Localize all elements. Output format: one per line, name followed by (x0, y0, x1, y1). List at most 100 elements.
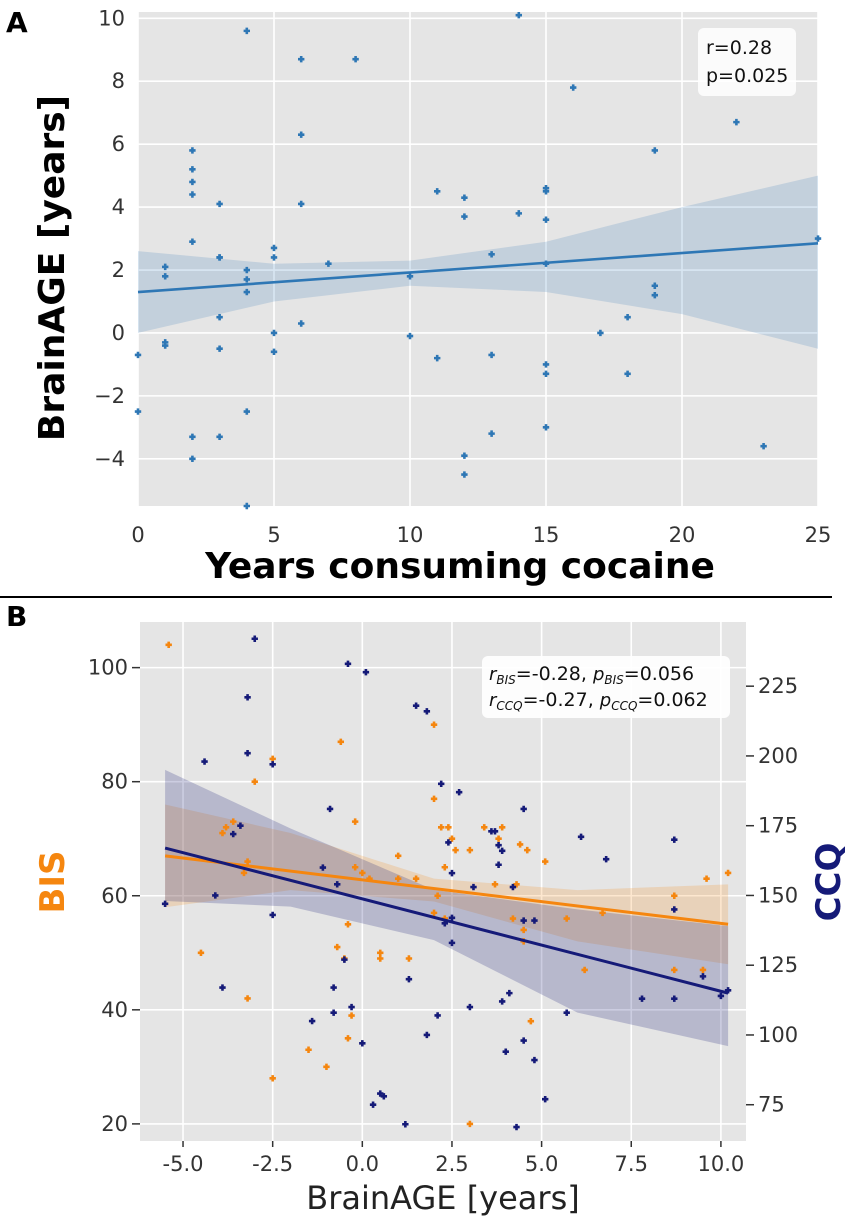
panel-b-fit-line-bis (164, 854, 729, 926)
panel-a-data-point (352, 55, 359, 63)
panel-b-point-bis (724, 869, 732, 877)
panel-b-annotation-bis: rBIS=-0.28, pBIS=0.056 (489, 663, 694, 687)
panel-a-annotation-r: r=0.28 (706, 37, 772, 59)
panel-a-x-tick-label: 20 (669, 523, 696, 547)
panel-a-data-point (216, 200, 223, 208)
panel-a-data-point (488, 251, 495, 258)
panel-b-point-bis (351, 864, 359, 871)
panel-a-y-ticks: −4 −2 0 2 4 6 8 10 (94, 6, 125, 471)
panel-b-point-ccq (326, 805, 334, 813)
panel-a-data-point (814, 235, 822, 242)
panel-a-y-tick-label: −4 (94, 447, 125, 471)
panel-b-point-ccq (269, 761, 276, 768)
panel-b-point-bis (527, 1018, 535, 1025)
panel-b-point-ccq (445, 839, 452, 846)
panel-b-point-ccq (671, 836, 678, 843)
panel-a-label: A (6, 6, 28, 39)
panel-b-point-bis (377, 955, 384, 962)
panel-a-data-point (243, 27, 250, 35)
panel-a-grid (137, 12, 819, 506)
panel-b-point-ccq (251, 635, 258, 642)
panel-b-point-bis (495, 835, 502, 842)
panel-b-point-ccq (531, 1056, 538, 1064)
panel-b-point-bis (599, 909, 606, 917)
panel-a-annotation: r=0.28 p=0.025 (698, 28, 796, 96)
panel-b-point-ccq (466, 1003, 474, 1011)
panel-b-point-bis (671, 892, 678, 899)
panel-a-data-point (134, 351, 142, 359)
panel-a-y-tick-label: 8 (112, 69, 125, 93)
panel-b-x-tick-label: -5.0 (163, 1152, 204, 1176)
panel-b-point-bis (219, 829, 226, 837)
panel-b-point-bis (359, 869, 366, 877)
panel-b-point-bis (491, 881, 499, 888)
panel-a-data-point (162, 273, 169, 280)
panel-a-data-point (243, 266, 250, 274)
panel-a-x-tick-label: 5 (267, 523, 280, 547)
panel-a-ci-band (138, 175, 818, 349)
panel-b-annotation-box (482, 656, 730, 718)
panel-b-point-ccq (502, 1048, 509, 1055)
panel-a-data-point (406, 273, 414, 280)
panel-a-y-axis-label: BrainAGE [years] (32, 95, 73, 441)
panel-a-data-point (461, 194, 468, 201)
panel-a-chart: 0 5 10 15 20 25 −4 −2 0 2 4 6 8 10 r=0.28 p=0.025 Br… (32, 6, 831, 587)
panel-b-right-y-tick-label: 100 (758, 1023, 798, 1047)
panel-b-point-ccq (244, 694, 251, 701)
panel-b-right-y-tick-label: 150 (758, 883, 798, 907)
panel-b-annotation-ccq: rCCQ=-0.27, pCCQ=0.062 (489, 689, 708, 713)
panel-b-point-bis (513, 881, 520, 888)
panel-b-right-y-tick-label: 125 (758, 953, 798, 977)
panel-a-data-point (298, 200, 305, 208)
panel-b-point-ccq (344, 660, 352, 668)
panel-b-point-ccq (359, 1040, 366, 1047)
panel-b-point-ccq (412, 702, 420, 709)
panel-b-point-ccq (470, 883, 477, 891)
panel-b-point-bis (222, 824, 230, 831)
panel-a-data-point (651, 291, 658, 299)
panel-a-data-point (434, 354, 441, 362)
panel-a-data-point (461, 471, 468, 478)
panel-b-left-y-tick-label: 60 (101, 884, 128, 908)
panel-b-point-ccq (161, 900, 169, 908)
panel-a-y-tick-label: 2 (112, 258, 125, 282)
panel-b-point-bis (524, 846, 531, 854)
panel-b-point-ccq (520, 1037, 527, 1044)
panel-b-point-ccq (219, 984, 226, 991)
panel-b-point-ccq (405, 975, 413, 983)
panel-a-x-ticks: 0 5 10 15 20 25 (131, 523, 831, 547)
panel-b-point-bis (563, 915, 570, 922)
panel-b-point-ccq (362, 669, 370, 676)
panel-a-data-point (216, 314, 223, 321)
panel-b-point-bis (251, 778, 258, 785)
panel-b-point-ccq (448, 939, 456, 947)
panel-b-point-ccq (498, 847, 506, 855)
panel-b-point-ccq (699, 973, 707, 980)
panel-a-y-tick-label: 6 (112, 132, 125, 156)
panel-a-data-point (189, 238, 196, 245)
panel-b-point-bis (197, 949, 205, 956)
panel-a-data-point (542, 185, 550, 192)
panel-b-point-ccq (717, 992, 725, 1000)
panel-b-point-ccq (513, 1123, 520, 1131)
panel-b-right-y-tick-label: 225 (758, 674, 798, 698)
panel-b-point-bis (430, 909, 438, 917)
panel-a-data-point (325, 260, 332, 267)
panel-b-point-bis (481, 824, 488, 831)
panel-a-regression-line (137, 241, 819, 294)
panel-b-x-tick-label: -2.5 (252, 1152, 293, 1176)
panel-b-point-bis (541, 858, 549, 865)
panel-b-left-y-tick-label: 80 (101, 770, 128, 794)
panel-b-fit-line-ccq (164, 846, 729, 995)
panel-a-data-point (216, 254, 223, 261)
panel-a-data-point (597, 329, 604, 337)
panel-a-data-point (189, 166, 196, 173)
panel-b-point-bis (445, 824, 452, 831)
panel-b-right-y-ticks: 75 100 125 150 175 200 225 (746, 674, 798, 1117)
panel-a-data-point (461, 213, 468, 220)
panel-b-point-ccq (201, 758, 208, 765)
panel-b-regression-lines (164, 846, 729, 995)
panel-b-point-ccq (402, 1121, 409, 1128)
panel-a-data-point (651, 147, 658, 154)
panel-b-point-ccq (434, 1012, 441, 1019)
